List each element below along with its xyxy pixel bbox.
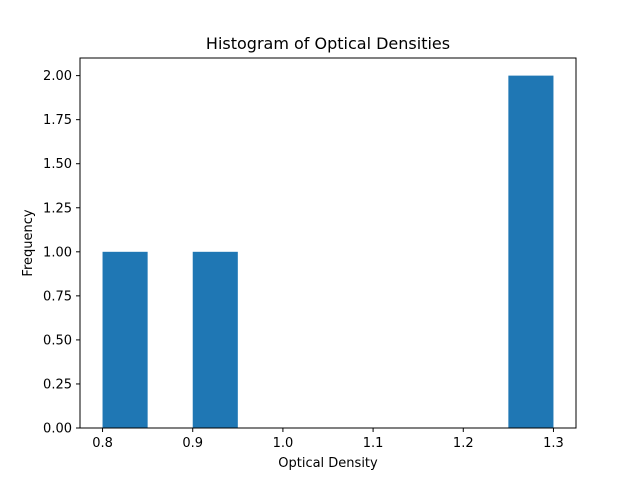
y-tick-label: 0.25 [43,377,72,392]
y-tick-label: 0.50 [43,333,72,348]
y-tick-label: 1.50 [43,157,72,172]
histogram-bar-9 [508,75,554,428]
y-tick-label: 2.00 [43,69,72,84]
y-tick-label: 0.75 [43,289,72,304]
y-axis-ticks: 0.00 0.25 0.50 0.75 1.00 1.25 1.50 1.75 2.00 [43,69,80,437]
y-tick-label: 1.25 [43,201,72,216]
histogram-bar-2 [192,251,238,428]
y-tick-label: 0.00 [43,422,72,437]
bars-layer [102,75,554,428]
chart-title: Histogram of Optical Densities [206,34,450,53]
x-axis-ticks: 0.8 0.9 1.0 1.1 1.2 1.3 [92,428,564,451]
y-axis-label: Frequency [21,209,36,276]
x-tick-label: 0.9 [182,436,203,451]
x-tick-label: 0.8 [92,436,113,451]
x-tick-label: 1.0 [273,436,294,451]
plot-area-frame [79,57,577,429]
x-axis-label: Optical Density [278,456,378,471]
y-tick-label: 1.75 [43,113,72,128]
x-tick-label: 1.3 [543,436,564,451]
x-tick-label: 1.1 [363,436,384,451]
histogram-bar-0 [102,251,148,428]
y-tick-label: 1.00 [43,245,72,260]
x-tick-label: 1.2 [453,436,474,451]
